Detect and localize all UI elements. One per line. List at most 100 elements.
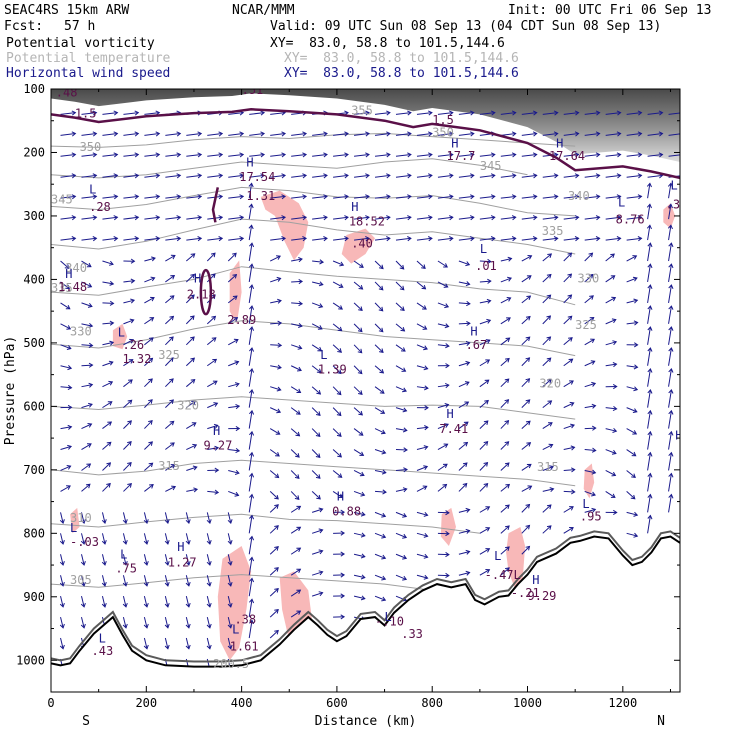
- wind-vector-head: [646, 203, 652, 209]
- wind-vector-head: [448, 215, 454, 221]
- wind-vector: [626, 154, 642, 157]
- wind-vector: [437, 195, 453, 199]
- wind-vector-head: [249, 556, 255, 562]
- wind-vector-head: [546, 294, 552, 300]
- model-title: SEAC4RS 15km ARW: [4, 3, 130, 18]
- wind-vector: [584, 317, 594, 325]
- wind-vector-head: [611, 318, 617, 324]
- wind-vector-head: [86, 443, 92, 448]
- wind-vector: [60, 596, 64, 608]
- wind-vector: [647, 264, 651, 283]
- wind-vector: [185, 274, 195, 283]
- wind-vector: [185, 596, 190, 608]
- theta-label: 200.5: [213, 657, 249, 671]
- wind-vector: [542, 504, 552, 513]
- wind-vector-head: [122, 561, 128, 566]
- wind-vector: [458, 342, 470, 346]
- wind-vector: [458, 237, 474, 241]
- wind-vector: [479, 379, 489, 388]
- wind-vector-head: [525, 357, 531, 362]
- wind-vector-head: [143, 644, 149, 650]
- wind-vector-head: [233, 317, 239, 322]
- wind-vector-head: [192, 443, 198, 449]
- wind-vector-head: [239, 194, 245, 200]
- wind-vector: [668, 452, 672, 471]
- wind-vector: [374, 574, 386, 580]
- wind-vector: [291, 174, 307, 178]
- wind-vector: [227, 533, 232, 545]
- wind-vector: [165, 255, 176, 262]
- wind-vector: [60, 323, 71, 330]
- wind-vector: [479, 216, 495, 220]
- wind-vector: [395, 469, 408, 471]
- wind-vector-head: [569, 527, 574, 532]
- wind-vector: [165, 486, 176, 492]
- wind-vector: [102, 361, 113, 367]
- wind-vector-head: [589, 295, 594, 300]
- wind-vector-head: [646, 182, 652, 188]
- wind-vector-head: [595, 194, 601, 200]
- wind-vector-head: [344, 194, 349, 200]
- wind-vector: [626, 322, 638, 325]
- wind-vector: [437, 112, 453, 115]
- wind-vector-head: [210, 273, 216, 279]
- wind-vector: [584, 360, 595, 367]
- wind-vector: [458, 551, 470, 555]
- wind-vector-head: [143, 602, 149, 608]
- wind-vector-head: [423, 574, 429, 580]
- y-tick-label: 400: [23, 272, 45, 286]
- wind-vector: [332, 449, 342, 458]
- wind-vector: [563, 490, 575, 493]
- wind-vector-head: [527, 485, 533, 490]
- wind-vector: [353, 511, 365, 516]
- wind-vector-head: [357, 348, 363, 354]
- wind-vector: [248, 515, 253, 534]
- wind-vector: [228, 469, 240, 474]
- wind-vector: [311, 550, 323, 555]
- wind-vector: [437, 443, 448, 450]
- wind-vector: [81, 384, 93, 388]
- wind-vector-head: [647, 451, 653, 457]
- wind-vector: [81, 174, 97, 178]
- wind-vector: [270, 237, 286, 241]
- wind-vector-head: [155, 236, 161, 242]
- wind-vector-head: [212, 358, 218, 364]
- wind-vector: [60, 616, 64, 628]
- wind-vector-head: [214, 467, 220, 473]
- wind-vector: [102, 237, 118, 241]
- wind-vector: [227, 616, 232, 628]
- extremum-value: .67: [466, 338, 488, 352]
- wind-vector: [542, 253, 552, 262]
- y-tick-label: 100: [23, 82, 45, 96]
- wind-vector-head: [465, 281, 471, 287]
- wind-vector-head: [667, 224, 673, 230]
- wind-vector: [458, 216, 474, 220]
- extremum-value: 17.64: [549, 149, 585, 163]
- wind-vector: [123, 154, 139, 157]
- wind-vector: [332, 323, 343, 332]
- wind-vector: [458, 195, 474, 199]
- wind-vector-head: [507, 256, 513, 262]
- wind-vector-head: [260, 131, 266, 137]
- wind-vector-head: [402, 387, 407, 393]
- wind-vector: [269, 407, 281, 413]
- wind-vector: [668, 410, 672, 429]
- wind-vector-head: [633, 532, 639, 538]
- wind-vector: [60, 174, 76, 178]
- wind-vector-head: [647, 409, 653, 415]
- wind-vector-head: [490, 110, 496, 116]
- extremum-marker: H: [213, 424, 220, 438]
- wind-vector: [437, 216, 453, 220]
- wind-vector-head: [143, 581, 149, 587]
- wind-vector: [626, 299, 638, 304]
- extremum-marker: H: [470, 324, 477, 338]
- wind-vector-head: [647, 430, 653, 436]
- wind-vector-head: [511, 215, 517, 221]
- extremum-marker: H: [556, 136, 563, 150]
- wind-vector-head: [553, 236, 559, 242]
- wind-vector-head: [338, 305, 343, 310]
- wind-vector-head: [122, 581, 128, 587]
- wind-vector-head: [485, 527, 491, 532]
- wind-vector-head: [469, 194, 475, 200]
- wind-vector: [81, 154, 97, 157]
